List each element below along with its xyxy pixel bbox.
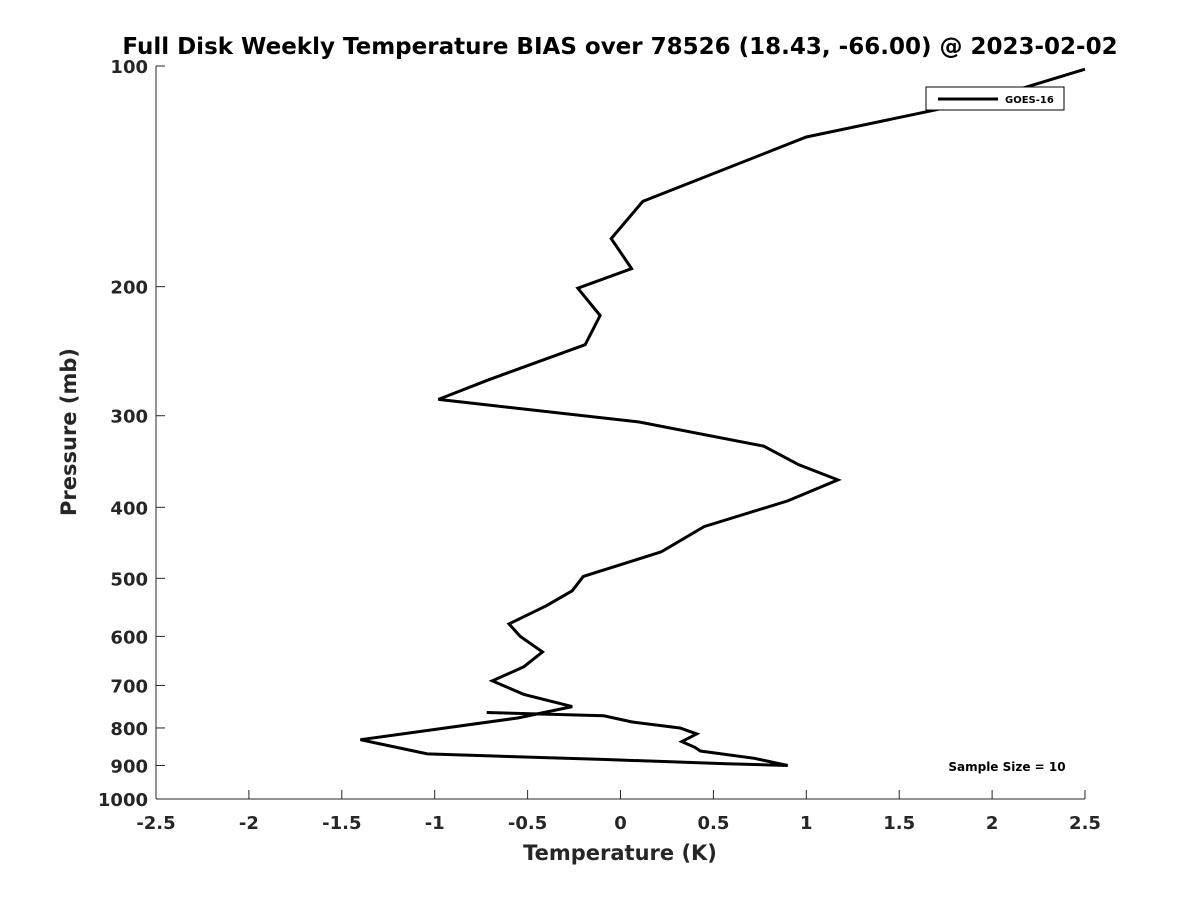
- y-tick-label: 300: [110, 407, 148, 428]
- y-tick-label: 1000: [98, 790, 148, 811]
- y-tick-label: 200: [110, 278, 148, 299]
- x-tick-label: -1.5: [322, 813, 361, 834]
- x-tick-label: -1: [425, 813, 445, 834]
- x-tick-label: 2: [986, 813, 999, 834]
- x-tick-label: -2.5: [136, 813, 175, 834]
- legend-label-goes-16: GOES-16: [1005, 95, 1054, 106]
- x-tick-label: -2: [239, 813, 259, 834]
- y-tick-label: 600: [110, 627, 148, 648]
- x-tick-label: 1: [800, 813, 813, 834]
- x-tick-label: 1.5: [883, 813, 915, 834]
- y-tick-label: 500: [110, 569, 148, 590]
- plot-area: [155, 66, 1085, 800]
- y-tick-label: 700: [110, 676, 148, 697]
- x-tick-label: 0: [614, 813, 627, 834]
- x-axis-label: Temperature (K): [523, 841, 717, 865]
- x-axis: -2.5 -2 -1.5 -1 -0.5 0 0.5 1 1.5 2 2.5: [136, 790, 1101, 834]
- y-tick-label: 100: [110, 57, 148, 78]
- series-layer: [360, 67, 1086, 767]
- chart-title: Full Disk Weekly Temperature BIAS over 7…: [122, 34, 1117, 60]
- x-tick-label: -0.5: [508, 813, 547, 834]
- x-tick-label: 2.5: [1069, 813, 1101, 834]
- series-line-goes-16: [360, 67, 1086, 767]
- x-tick-label: 0.5: [697, 813, 729, 834]
- y-axis-label: Pressure (mb): [57, 348, 81, 516]
- y-axis: 100 200 300 400 500 600 700 800 900 1000: [98, 57, 165, 811]
- y-tick-label: 800: [110, 719, 148, 740]
- y-tick-label: 400: [110, 498, 148, 519]
- y-tick-label: 900: [110, 756, 148, 777]
- sample-size-annotation: Sample Size = 10: [948, 760, 1065, 774]
- legend: GOES-16: [925, 86, 1065, 111]
